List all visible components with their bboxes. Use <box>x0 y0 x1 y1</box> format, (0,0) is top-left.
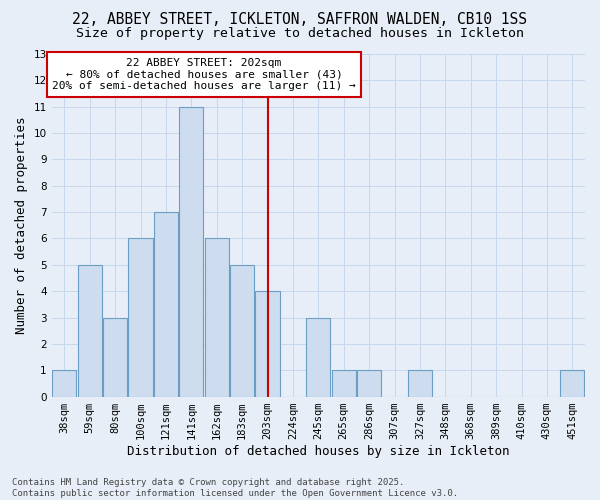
Bar <box>154 212 178 396</box>
Bar <box>128 238 152 396</box>
Bar <box>205 238 229 396</box>
Bar <box>408 370 432 396</box>
Text: 22, ABBEY STREET, ICKLETON, SAFFRON WALDEN, CB10 1SS: 22, ABBEY STREET, ICKLETON, SAFFRON WALD… <box>73 12 527 28</box>
Bar <box>306 318 331 396</box>
Bar <box>77 265 102 396</box>
Bar <box>332 370 356 396</box>
Text: Contains HM Land Registry data © Crown copyright and database right 2025.
Contai: Contains HM Land Registry data © Crown c… <box>12 478 458 498</box>
Bar <box>357 370 381 396</box>
Bar <box>52 370 76 396</box>
Text: Size of property relative to detached houses in Ickleton: Size of property relative to detached ho… <box>76 28 524 40</box>
Bar <box>103 318 127 396</box>
Bar <box>230 265 254 396</box>
X-axis label: Distribution of detached houses by size in Ickleton: Distribution of detached houses by size … <box>127 444 509 458</box>
Bar <box>179 106 203 397</box>
Bar <box>256 291 280 397</box>
Text: 22 ABBEY STREET: 202sqm
← 80% of detached houses are smaller (43)
20% of semi-de: 22 ABBEY STREET: 202sqm ← 80% of detache… <box>52 58 356 91</box>
Bar <box>560 370 584 396</box>
Y-axis label: Number of detached properties: Number of detached properties <box>15 116 28 334</box>
